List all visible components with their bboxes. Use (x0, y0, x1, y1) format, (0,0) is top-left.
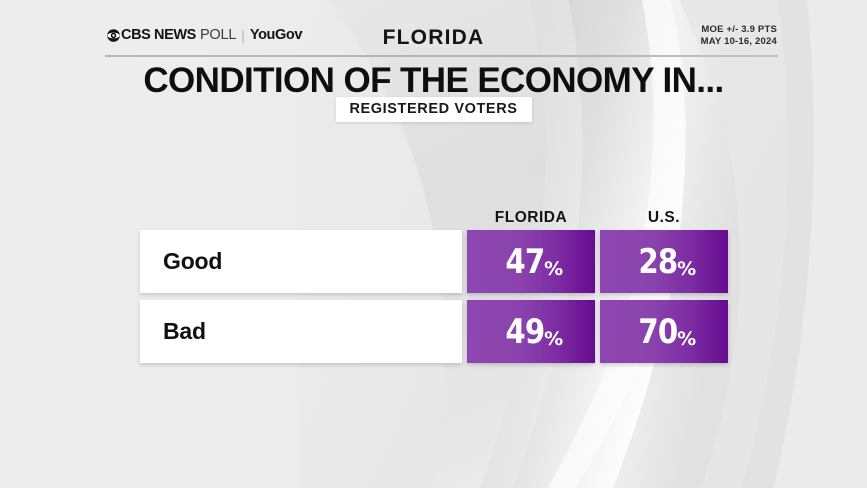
field-dates: MAY 10-16, 2024 (700, 36, 777, 47)
value-cell-florida: 47 % (467, 230, 595, 293)
percent-sign: % (677, 257, 697, 280)
row-label-cell: Good (140, 230, 462, 293)
value-cell-us: 28 % (600, 230, 728, 293)
logo-partner-text: YouGov (249, 27, 303, 43)
value-cell-us: 70 % (600, 300, 728, 363)
logo-trademark: ’ (302, 32, 304, 38)
logo-poll-text: POLL (199, 27, 237, 43)
value-number: 47 (505, 241, 545, 282)
row-label: Bad (163, 318, 206, 344)
percent-sign: % (677, 327, 697, 350)
percent-sign: % (544, 327, 564, 350)
table-row: Good 47 % 28 % (140, 230, 728, 293)
row-label: Good (163, 248, 223, 274)
margin-of-error: MOE +/- 3.9 PTS (701, 24, 777, 35)
logo-brand-text: CBS NEWS (121, 27, 196, 43)
row-label-cell: Bad (140, 300, 462, 363)
percent-sign: % (544, 257, 564, 280)
graphic-header: CBS NEWS POLL | YouGov ’ FLORIDA MOE +/-… (0, 0, 867, 57)
value-number: 28 (638, 241, 678, 282)
methodology-block: MOE +/- 3.9 PTS MAY 10-16, 2024 (701, 24, 777, 48)
subtitle-chip: REGISTERED VOTERS (335, 97, 532, 122)
cbs-news-poll-yougov-logo: CBS NEWS POLL | YouGov ’ (107, 27, 303, 43)
header-divider-rule (105, 55, 778, 57)
value-cell-florida: 49 % (467, 300, 595, 363)
table-row: Bad 49 % 70 % (140, 300, 728, 363)
column-header-us: U.S. (647, 209, 681, 226)
column-header-florida: FLORIDA (494, 209, 568, 226)
value-number: 70 (638, 311, 678, 352)
page-title: CONDITION OF THE ECONOMY IN... (143, 61, 724, 100)
value-number: 49 (505, 311, 545, 352)
cbs-eye-icon (107, 28, 120, 42)
state-title: FLORIDA (382, 26, 485, 49)
logo-divider: | (241, 27, 245, 43)
